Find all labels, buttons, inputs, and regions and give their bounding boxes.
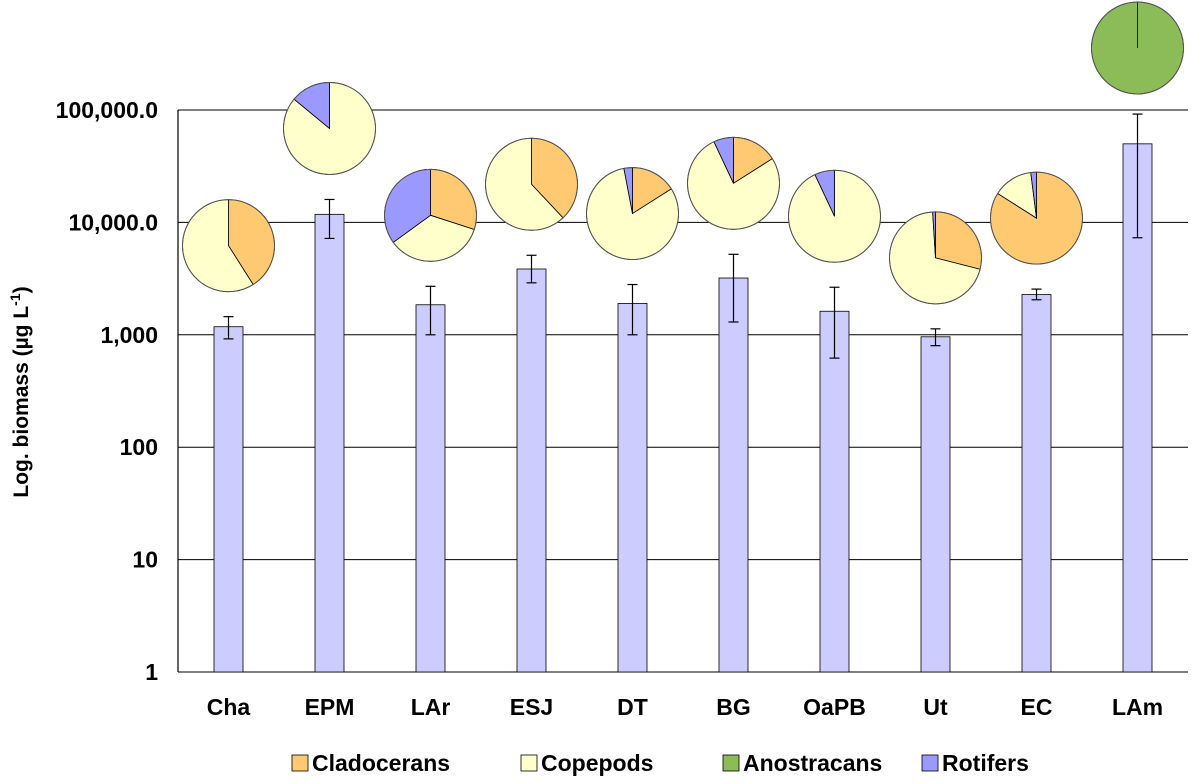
error-bar-ut: [930, 328, 941, 347]
x-tick-label-bg: BG: [716, 694, 751, 720]
pie-dt: [586, 167, 679, 261]
y-tick-label: 1,000: [100, 322, 158, 348]
bar-bg: [718, 277, 749, 673]
bar-esj: [516, 268, 547, 673]
error-bar-bg: [728, 253, 739, 323]
legend-label: Copepods: [541, 750, 653, 776]
x-tick-label-ec: EC: [1021, 694, 1053, 720]
y-axis-label-superscript: -1: [7, 293, 23, 306]
legend-item-anostracans: Anostracans: [722, 750, 882, 776]
bar-dt: [617, 303, 648, 673]
error-bar-ec: [1031, 288, 1042, 301]
x-tick-label-oapb: OaPB: [803, 694, 866, 720]
legend-swatch: [520, 754, 538, 772]
x-tick-label-ut: Ut: [923, 694, 948, 720]
pie-bg: [687, 136, 780, 230]
legend-label: Rotifers: [942, 750, 1029, 776]
pie-lar: [384, 168, 477, 262]
legend: Cladocerans Copepods Anostracans Rotifers: [291, 750, 1029, 776]
bar-ec: [1021, 294, 1052, 673]
legend-swatch: [291, 754, 309, 772]
pie-outline: [283, 81, 376, 175]
y-tick-labels: 1 10 100 1,000 10,000.0 100,000.0: [56, 97, 159, 685]
bar-cha: [213, 326, 244, 673]
error-bars: [223, 113, 1143, 359]
x-tick-label-lar: LAr: [411, 694, 451, 720]
y-tick-label: 1: [145, 659, 158, 685]
pie-ut: [889, 211, 982, 305]
pie-outline: [1091, 1, 1184, 95]
legend-item-copepods: Copepods: [520, 750, 653, 776]
y-axis-label-main: Log. biomass (µg L: [10, 306, 33, 498]
error-bar-cha: [223, 316, 234, 340]
pie-outline: [889, 211, 982, 305]
y-tick-label: 10,000.0: [68, 209, 158, 235]
pie-esj: [485, 137, 578, 231]
error-bar-esj: [526, 254, 537, 284]
bar-series: [213, 143, 1153, 673]
error-bar-lam: [1132, 113, 1143, 239]
pie-ec: [990, 171, 1083, 265]
pie-cha: [182, 199, 275, 293]
bar-ut: [920, 336, 951, 673]
x-tick-label-dt: DT: [617, 694, 648, 720]
x-tick-labels: Cha EPM LAr ESJ DT BG OaPB Ut EC LAm: [207, 694, 1163, 720]
pie-outline: [384, 168, 477, 262]
bar-lar: [415, 304, 446, 673]
bar-epm: [314, 213, 345, 673]
x-tick-label-esj: ESJ: [510, 694, 553, 720]
pie-outline: [990, 171, 1083, 265]
error-bar-dt: [627, 283, 638, 336]
y-tick-label: 100,000.0: [56, 97, 158, 123]
legend-swatch: [722, 754, 740, 772]
y-tick-label: 100: [120, 434, 158, 460]
legend-label: Cladocerans: [312, 750, 450, 776]
pie-oapb: [788, 169, 881, 263]
legend-swatch: [921, 754, 939, 772]
composition-pies: [182, 1, 1184, 305]
y-axis-label-close: ): [10, 286, 33, 293]
x-tick-label-lam: LAm: [1112, 694, 1163, 720]
pie-outline: [788, 169, 881, 263]
error-bar-oapb: [829, 286, 840, 359]
pie-epm: [283, 81, 376, 175]
y-axis-label: Log. biomass (µg L-1): [7, 286, 33, 497]
pie-outline: [687, 136, 780, 230]
y-tick-label: 10: [132, 547, 158, 573]
x-tick-label-epm: EPM: [305, 694, 355, 720]
error-bar-epm: [324, 198, 335, 240]
pie-lam: [1091, 1, 1184, 95]
legend-item-cladocerans: Cladocerans: [291, 750, 450, 776]
legend-item-rotifers: Rotifers: [921, 750, 1029, 776]
legend-label: Anostracans: [743, 750, 882, 776]
error-bar-lar: [425, 285, 436, 336]
bar-oapb: [819, 310, 850, 673]
pie-outline: [586, 167, 679, 261]
pie-outline: [485, 137, 578, 231]
x-tick-label-cha: Cha: [207, 694, 251, 720]
pie-outline: [182, 199, 275, 293]
